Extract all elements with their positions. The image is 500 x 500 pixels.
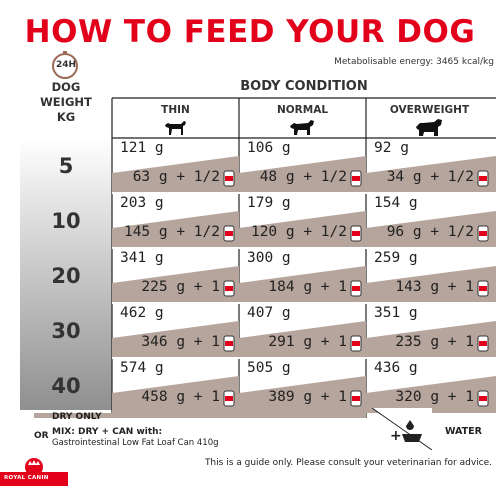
dry-amount: 203 g: [120, 195, 164, 211]
mix-amount: 458 g + 1: [141, 389, 220, 405]
mix-amount: 145 g + 1/2: [123, 224, 220, 240]
dry-amount: 154 g: [374, 195, 418, 211]
mix-band: [366, 211, 496, 248]
clock-label: 24H: [55, 60, 77, 70]
mix-band: [112, 266, 239, 303]
thin-dog-icon: [165, 121, 186, 135]
dry-amount: 300 g: [247, 250, 291, 266]
mix-amount: 320 g + 1: [395, 389, 474, 405]
dog-weight: 30: [51, 319, 81, 343]
mix-amount: 291 g + 1: [268, 334, 347, 350]
can-icon: [350, 390, 362, 407]
mix-amount: 143 g + 1: [395, 279, 474, 295]
can-icon: [223, 335, 235, 352]
can-icon: [223, 170, 235, 187]
weight-header-line-1: DOG: [51, 80, 81, 94]
mix-amount: 63 g + 1/2: [132, 169, 220, 185]
mix-amount: 235 g + 1: [395, 334, 474, 350]
can-icon: [477, 335, 489, 352]
body-condition-header: BODY CONDITION: [240, 79, 368, 94]
overweight-dog-icon: [416, 119, 442, 136]
legend-water: WATER: [445, 426, 482, 437]
dry-amount: 106 g: [247, 140, 291, 156]
mix-band: [239, 376, 366, 413]
weight-header-line-2: WEIGHT: [40, 95, 92, 109]
mix-band: [366, 376, 496, 413]
disclaimer: This is a guide only. Please consult you…: [204, 458, 492, 468]
can-icon: [477, 280, 489, 297]
dog-weight: 40: [51, 374, 81, 398]
dry-amount: 436 g: [374, 360, 418, 376]
clock-icon: [52, 51, 78, 79]
mix-amount: 225 g + 1: [141, 279, 220, 295]
mix-amount: 389 g + 1: [268, 389, 347, 405]
mix-band: [239, 321, 366, 358]
mix-amount: 184 g + 1: [268, 279, 347, 295]
normal-dog-icon: [290, 120, 314, 135]
can-icon: [477, 170, 489, 187]
dry-amount: 351 g: [374, 305, 418, 321]
mix-amount: 48 g + 1/2: [259, 169, 347, 185]
dry-amount: 121 g: [120, 140, 164, 156]
legend-or: OR: [34, 431, 49, 441]
can-icon: [477, 225, 489, 242]
mix-amount: 34 g + 1/2: [386, 169, 474, 185]
weight-header: DOG WEIGHT KG: [20, 80, 112, 125]
mix-band: [366, 321, 496, 358]
dry-amount: 574 g: [120, 360, 164, 376]
mix-band: [239, 266, 366, 303]
mix-band: [112, 376, 239, 413]
svg-text:+: +: [390, 428, 402, 444]
mix-band: [366, 156, 496, 193]
brand-name: ROYAL CANIN: [4, 475, 49, 481]
dry-amount: 179 g: [247, 195, 291, 211]
column-overweight: OVERWEIGHT: [389, 104, 470, 116]
mix-band: [239, 211, 366, 248]
water-bowl-icon: +: [372, 408, 433, 450]
feeding-table: [20, 97, 496, 418]
can-icon: [223, 390, 235, 407]
page-title: HOW TO FEED YOUR DOG: [24, 14, 476, 50]
can-icon: [350, 170, 362, 187]
mix-amount: 96 g + 1/2: [386, 224, 474, 240]
mix-amount: 120 g + 1/2: [250, 224, 347, 240]
can-icon: [350, 335, 362, 352]
dry-amount: 407 g: [247, 305, 291, 321]
mix-band: [112, 321, 239, 358]
mix-band: [112, 156, 239, 193]
mix-band: [239, 156, 366, 193]
dog-weight: 20: [51, 264, 81, 288]
mix-amount: 346 g + 1: [141, 334, 220, 350]
royal-canin-logo: [0, 458, 68, 486]
dry-amount: 505 g: [247, 360, 291, 376]
can-icon: [350, 225, 362, 242]
legend-product: Gastrointestinal Low Fat Loaf Can 410g: [52, 438, 219, 448]
legend-mix: MIX: DRY + CAN with:: [52, 427, 163, 437]
dog-weight: 5: [58, 154, 74, 178]
energy-info: Metabolisable energy: 3465 kcal/kg: [334, 57, 494, 67]
dry-amount: 259 g: [374, 250, 418, 266]
dry-amount: 462 g: [120, 305, 164, 321]
mix-band: [112, 211, 239, 248]
dry-amount: 92 g: [374, 140, 409, 156]
dog-weight: 10: [51, 209, 81, 233]
legend-dry-only: DRY ONLY: [52, 412, 102, 422]
column-thin: THIN: [161, 104, 190, 116]
column-normal: NORMAL: [276, 104, 329, 116]
can-icon: [477, 390, 489, 407]
can-icon: [223, 225, 235, 242]
mix-band: [366, 266, 496, 303]
can-icon: [223, 280, 235, 297]
dry-amount: 341 g: [120, 250, 164, 266]
weight-header-line-3: KG: [56, 110, 76, 124]
can-icon: [350, 280, 362, 297]
